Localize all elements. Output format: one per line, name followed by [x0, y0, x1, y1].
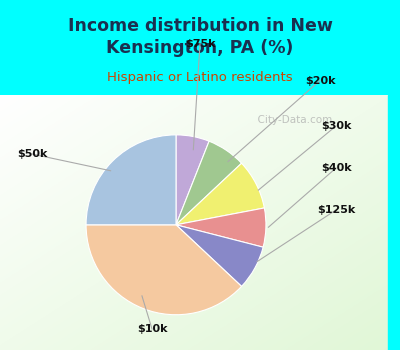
- Text: City-Data.com: City-Data.com: [251, 115, 333, 125]
- Wedge shape: [176, 135, 209, 225]
- Text: $75k: $75k: [185, 39, 215, 49]
- Text: $10k: $10k: [137, 324, 167, 334]
- Text: $20k: $20k: [305, 76, 335, 85]
- Text: $30k: $30k: [321, 121, 351, 131]
- Wedge shape: [86, 225, 242, 315]
- Text: $125k: $125k: [317, 205, 355, 215]
- Wedge shape: [86, 135, 176, 225]
- Wedge shape: [176, 163, 264, 225]
- Wedge shape: [176, 208, 266, 247]
- Text: Hispanic or Latino residents: Hispanic or Latino residents: [107, 71, 293, 84]
- Text: Income distribution in New
Kensington, PA (%): Income distribution in New Kensington, P…: [68, 17, 332, 57]
- Wedge shape: [176, 141, 242, 225]
- Bar: [388, 94, 400, 350]
- Wedge shape: [176, 225, 263, 286]
- Text: $50k: $50k: [17, 149, 47, 159]
- Text: $40k: $40k: [321, 163, 351, 173]
